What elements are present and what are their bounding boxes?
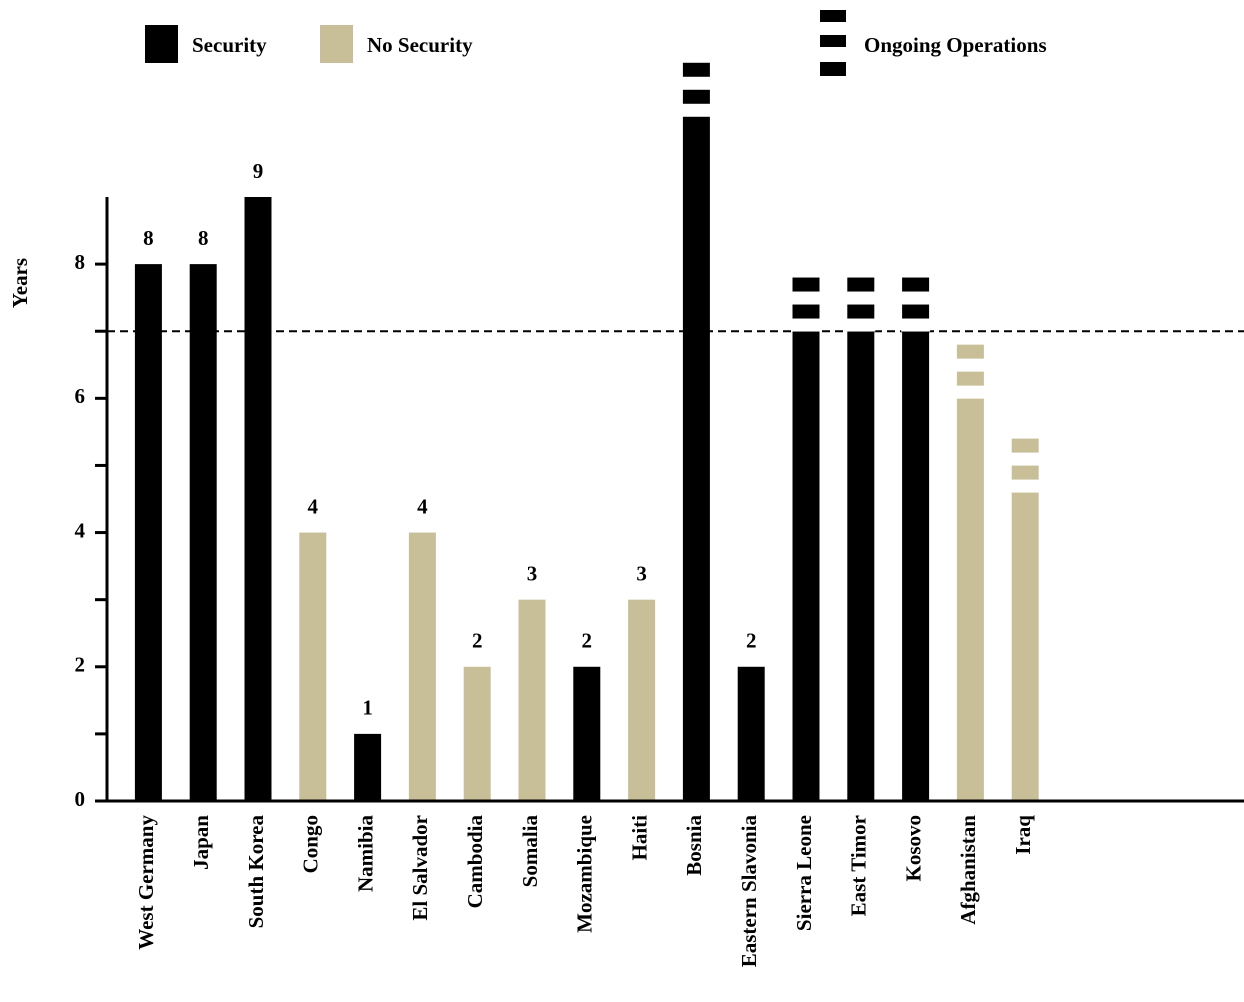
bar (408, 532, 436, 801)
data-label: 8 (143, 226, 154, 250)
bar (299, 532, 327, 801)
x-tick-label: South Korea (244, 815, 268, 929)
bar (573, 666, 601, 801)
x-tick-label: El Salvador (408, 815, 432, 921)
data-label: 9 (253, 159, 264, 183)
bar (628, 599, 656, 801)
ongoing-gap (791, 318, 821, 332)
bar (354, 733, 382, 801)
x-tick-label: Namibia (353, 815, 377, 893)
bar (244, 197, 272, 801)
data-label: 2 (472, 629, 483, 653)
ongoing-gap (955, 385, 985, 399)
x-tick-label: Mozambique (573, 815, 597, 933)
legend-label: Security (192, 33, 267, 57)
y-axis-label: Years (8, 258, 32, 308)
data-label: 4 (308, 494, 319, 518)
x-tick-label: Iraq (1011, 815, 1035, 855)
x-tick-label: Bosnia (682, 815, 706, 876)
ongoing-gap (901, 318, 931, 332)
bar (1011, 438, 1039, 801)
ongoing-gap (1010, 452, 1040, 466)
data-label: 3 (527, 561, 538, 585)
bar (737, 666, 765, 801)
data-label: 2 (582, 629, 593, 653)
x-tick-label: East Timor (847, 815, 871, 916)
bar (792, 277, 820, 801)
ongoing-gap (791, 291, 821, 305)
x-tick-label: Congo (299, 815, 323, 873)
data-label: 3 (636, 561, 647, 585)
ongoing-gap (846, 318, 876, 332)
ongoing-gap (846, 291, 876, 305)
bar (463, 666, 491, 801)
x-tick-label: Afghanistan (956, 815, 980, 925)
legend-swatch (320, 25, 353, 63)
bar (682, 62, 710, 802)
x-tick-label: Cambodia (463, 815, 487, 909)
bar (847, 277, 875, 801)
x-tick-label: Sierra Leone (792, 815, 816, 931)
x-tick-label: Haiti (627, 815, 651, 861)
bar (134, 264, 162, 802)
bar (189, 264, 217, 802)
x-tick-label: Kosovo (901, 815, 925, 882)
ongoing-gap (681, 103, 711, 117)
data-label: 2 (746, 629, 757, 653)
y-tick-label: 0 (75, 787, 86, 811)
ongoing-gap (681, 76, 711, 90)
x-tick-label: Japan (189, 815, 213, 870)
legend-ongoing-icon (820, 62, 846, 76)
y-tick-label: 2 (75, 653, 86, 677)
ongoing-gap (955, 358, 985, 372)
bar (902, 277, 930, 801)
x-tick-label: Somalia (518, 815, 542, 888)
ongoing-gap (1010, 479, 1040, 493)
data-label: 8 (198, 226, 209, 250)
x-tick-label: West Germany (134, 815, 158, 950)
y-tick-label: 4 (75, 518, 86, 542)
y-tick-label: 8 (75, 250, 86, 274)
legend-swatch (145, 25, 178, 63)
legend-label: No Security (367, 33, 473, 57)
ongoing-gap (901, 291, 931, 305)
legend-label: Ongoing Operations (864, 33, 1047, 57)
data-label: 4 (417, 494, 428, 518)
legend-ongoing-icon (820, 35, 846, 47)
y-tick-label: 6 (75, 384, 86, 408)
bar (956, 344, 984, 801)
legend-ongoing-icon (820, 10, 846, 22)
data-label: 1 (362, 696, 373, 720)
x-tick-label: Eastern Slavonia (737, 815, 761, 968)
bar (518, 599, 546, 801)
